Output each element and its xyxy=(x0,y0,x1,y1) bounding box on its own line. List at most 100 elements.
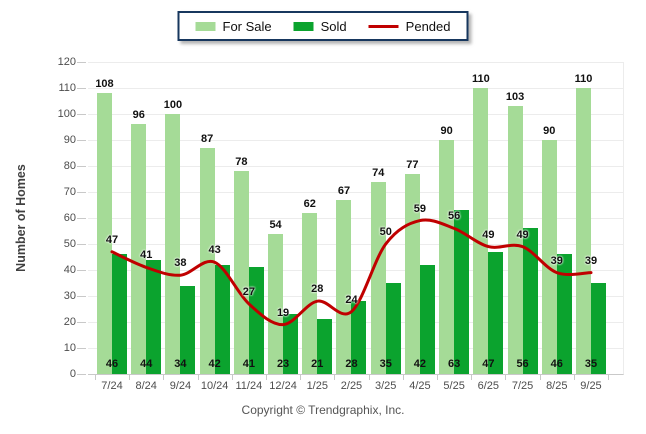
legend-item-pended: Pended xyxy=(368,18,451,34)
bar-sold xyxy=(248,267,264,374)
pended-value-label: 49 xyxy=(516,228,529,241)
x-tick-label: 2/25 xyxy=(340,380,363,392)
x-axis-tick xyxy=(163,375,165,380)
x-tick-label: 7/25 xyxy=(511,380,534,392)
copyright-text: Copyright © Trendgraphix, Inc. xyxy=(241,403,405,417)
x-axis-tick xyxy=(129,375,131,380)
x-tick-label: 10/24 xyxy=(200,380,229,392)
pended-line-swatch-icon xyxy=(368,24,399,28)
gridline xyxy=(88,218,623,219)
y-tick-label: 90 xyxy=(63,133,76,146)
bar-for-sale xyxy=(97,93,112,374)
pended-value-label: 49 xyxy=(482,228,495,241)
bar-sold xyxy=(317,319,333,374)
y-tick-label: 30 xyxy=(63,289,76,302)
for-sale-swatch-icon xyxy=(195,21,216,31)
x-axis-tick xyxy=(437,375,439,380)
y-tick-label: 70 xyxy=(63,185,76,198)
sold-value-label: 23 xyxy=(276,358,290,370)
x-tick-label: 1/25 xyxy=(306,380,328,392)
y-tick-label: 20 xyxy=(63,315,76,328)
gridline xyxy=(88,192,623,193)
pended-value-label: 28 xyxy=(311,283,324,296)
y-axis-tick xyxy=(77,88,86,89)
sold-value-label: 63 xyxy=(448,358,461,370)
legend-label-pended: Pended xyxy=(405,18,451,34)
sold-swatch-icon xyxy=(293,21,314,31)
y-axis-tick xyxy=(77,322,86,323)
pended-value-label: 39 xyxy=(584,254,598,267)
for-sale-value-label: 54 xyxy=(269,218,282,231)
y-axis-tick xyxy=(77,192,86,193)
pended-value-label: 50 xyxy=(379,226,392,238)
gridline xyxy=(88,166,623,167)
sold-value-label: 35 xyxy=(584,358,598,370)
bar-sold xyxy=(488,251,504,374)
x-axis-tick xyxy=(300,375,302,380)
for-sale-value-label: 87 xyxy=(201,132,214,145)
for-sale-value-label: 74 xyxy=(372,166,385,179)
x-axis-tick xyxy=(94,375,96,380)
x-axis-tick xyxy=(505,375,507,380)
y-tick-label: 0 xyxy=(69,367,76,380)
pended-value-label: 41 xyxy=(140,249,153,262)
pended-value-label: 39 xyxy=(550,254,563,267)
y-axis-title: Number of Homes xyxy=(14,164,28,272)
for-sale-value-label: 100 xyxy=(163,99,183,111)
bar-sold xyxy=(385,283,401,374)
gridline xyxy=(88,296,623,297)
x-tick-label: 5/25 xyxy=(443,380,465,392)
sold-value-label: 56 xyxy=(516,358,529,370)
pended-value-label: 59 xyxy=(413,202,427,215)
x-tick-label: 9/24 xyxy=(169,380,192,392)
bar-for-sale xyxy=(439,140,455,374)
bar-for-sale xyxy=(336,199,352,374)
bar-for-sale xyxy=(370,181,386,374)
y-axis-tick xyxy=(77,348,86,349)
bar-sold xyxy=(454,210,470,374)
y-axis-tick xyxy=(77,270,86,271)
legend-item-sold: Sold xyxy=(293,18,347,34)
bar-sold xyxy=(351,301,367,374)
for-sale-value-label: 108 xyxy=(95,78,114,91)
x-axis-tick xyxy=(539,375,541,380)
x-axis-tick xyxy=(402,375,404,380)
bar-for-sale xyxy=(165,114,181,374)
gridline xyxy=(88,114,623,115)
x-tick-label: 3/25 xyxy=(374,380,397,392)
y-axis-tick xyxy=(77,140,86,141)
x-tick-label: 11/24 xyxy=(235,380,263,392)
legend-label-for-sale: For Sale xyxy=(222,18,272,34)
for-sale-value-label: 110 xyxy=(574,73,593,85)
x-axis-tick xyxy=(608,375,610,380)
gridline xyxy=(88,62,623,63)
y-tick-label: 110 xyxy=(58,81,76,94)
x-axis-tick xyxy=(265,375,267,380)
x-axis-tick xyxy=(368,375,370,380)
y-axis-tick xyxy=(77,62,86,63)
pended-value-label: 27 xyxy=(242,285,255,298)
y-axis-tick xyxy=(77,296,86,297)
sold-value-label: 28 xyxy=(345,358,358,370)
y-tick-label: 100 xyxy=(57,107,76,120)
x-tick-label: 8/25 xyxy=(546,380,568,392)
pended-line xyxy=(110,218,593,327)
bar-for-sale xyxy=(233,171,249,374)
bar-sold xyxy=(180,285,196,374)
x-axis-tick xyxy=(334,375,336,380)
gridline xyxy=(88,244,623,245)
legend-label-sold: Sold xyxy=(320,18,347,34)
for-sale-value-label: 77 xyxy=(406,158,419,171)
pended-value-label: 38 xyxy=(174,257,187,270)
sold-value-label: 46 xyxy=(105,358,119,370)
for-sale-value-label: 90 xyxy=(543,125,556,137)
y-tick-label: 50 xyxy=(63,237,76,250)
y-axis-tick xyxy=(77,218,86,219)
x-axis-tick xyxy=(573,375,575,380)
pended-value-label: 47 xyxy=(105,233,119,246)
pended-value-label: 56 xyxy=(448,210,461,223)
bar-sold xyxy=(146,259,162,374)
sold-value-label: 35 xyxy=(379,358,392,370)
bar-for-sale xyxy=(131,124,147,374)
